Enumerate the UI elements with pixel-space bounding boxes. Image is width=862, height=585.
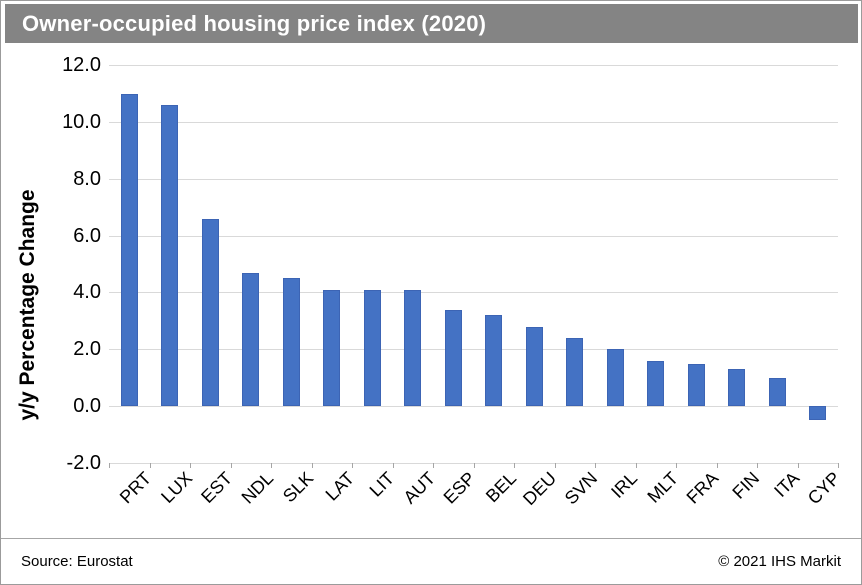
x-axis-tick [676, 462, 677, 468]
gridline-4 [109, 292, 838, 294]
x-axis-tick [109, 462, 110, 468]
bar-irl [606, 349, 624, 407]
bar-slk [282, 278, 300, 407]
source-note: Source: Eurostat [21, 553, 133, 570]
y-tick-label: 10.0 [62, 110, 101, 133]
bar-fin [728, 369, 746, 407]
bar-lat [323, 289, 341, 407]
chart-title: Owner-occupied housing price index (2020… [22, 10, 487, 36]
gridline-6 [109, 235, 838, 237]
y-tick-label: 8.0 [73, 167, 101, 190]
x-axis-tick [514, 462, 515, 468]
x-axis-tick [595, 462, 596, 468]
bar-lux [161, 104, 179, 407]
x-axis-tick [716, 462, 718, 468]
x-axis-tick [392, 462, 394, 468]
x-axis-tick [635, 462, 637, 468]
bar-aut [404, 289, 422, 407]
x-axis-tick [433, 462, 434, 468]
y-tick-label: 2.0 [73, 338, 101, 361]
chart-title-bar: Owner-occupied housing price index (2020… [5, 4, 858, 43]
bar-cyp [809, 406, 827, 421]
bar-lit [363, 289, 381, 407]
copyright-note: © 2021 IHS Markit [718, 553, 841, 570]
bar-ndl [242, 272, 260, 407]
y-tick-label: 0.0 [73, 395, 101, 418]
y-tick-label: 4.0 [73, 281, 101, 304]
plot-area: 12.0 10.0 8.0 6.0 4.0 2.0 0.0 -2.0 PRT LUX EST NDL S… [1, 43, 861, 537]
gridline-0 [109, 406, 838, 408]
bar-bel [485, 315, 503, 407]
x-axis-tick [311, 462, 313, 468]
bar-deu [525, 326, 543, 407]
x-axis-tick [554, 462, 556, 468]
x-axis-tick [230, 462, 232, 468]
gridline-10 [109, 121, 838, 123]
bar-ita [768, 377, 786, 407]
footer-bar: Source: Eurostat © 2021 IHS Markit [1, 538, 861, 584]
x-axis-tick [797, 462, 799, 468]
x-axis-tick [149, 462, 151, 468]
y-tick-label: 6.0 [73, 224, 101, 247]
gridline-8 [109, 178, 838, 180]
x-axis-tick [271, 462, 272, 468]
bar-mlt [647, 360, 665, 407]
bar-svn [566, 337, 584, 407]
x-axis-tick [352, 462, 353, 468]
gridline-2 [109, 349, 838, 351]
bar-fra [687, 363, 705, 407]
bar-est [201, 218, 219, 407]
bar-prt [120, 93, 138, 407]
bar-esp [444, 309, 462, 407]
gridline-12 [109, 65, 838, 67]
y-tick-label: -2.0 [66, 451, 101, 474]
x-axis-tick [838, 462, 839, 468]
x-axis-tick [757, 462, 758, 468]
chart-panel: y/y Percentage Change 12.0 10.0 8.0 6.0 4.0 2… [1, 43, 861, 537]
x-axis-tick [473, 462, 475, 468]
y-tick-label: 12.0 [62, 54, 101, 77]
x-axis-tick [190, 462, 191, 468]
